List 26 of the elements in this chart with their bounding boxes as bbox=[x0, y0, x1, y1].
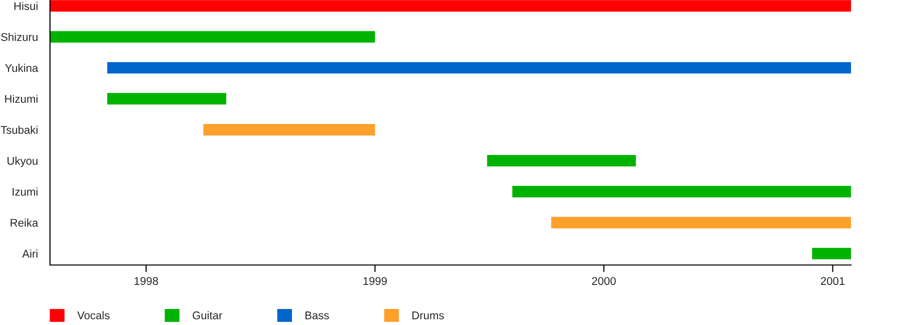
y-tick-label: Shizuru bbox=[1, 32, 38, 41]
x-tick-label: 2001 bbox=[820, 277, 845, 285]
bar bbox=[512, 186, 851, 198]
bar bbox=[50, 0, 851, 12]
x-tick-label: 1998 bbox=[134, 277, 158, 285]
bar bbox=[203, 124, 375, 136]
y-tick-label: Tsubaki bbox=[0, 126, 38, 134]
y-tick-label: Yukina bbox=[5, 64, 38, 72]
y-tick-label: Airi bbox=[22, 250, 38, 258]
x-tick-label: 1999 bbox=[363, 277, 387, 285]
legend-label: Guitar bbox=[192, 311, 222, 320]
bar bbox=[551, 216, 851, 228]
legend-label: Vocals bbox=[77, 311, 110, 320]
x-tick-label: 2000 bbox=[592, 277, 616, 285]
legend-label: Bass bbox=[306, 312, 329, 320]
bar bbox=[107, 93, 226, 104]
y-tick-label: Hisui bbox=[14, 2, 38, 10]
y-tick-label: Ukyou bbox=[8, 156, 38, 168]
bar bbox=[812, 248, 851, 260]
y-tick-label: Hizumi bbox=[5, 94, 38, 103]
y-tick-label: Reika bbox=[10, 218, 38, 227]
bar bbox=[50, 31, 375, 43]
y-tick-label: Izumi bbox=[12, 188, 38, 196]
bar bbox=[487, 154, 636, 166]
bar bbox=[107, 62, 851, 74]
legend-label: Drums bbox=[412, 312, 444, 320]
